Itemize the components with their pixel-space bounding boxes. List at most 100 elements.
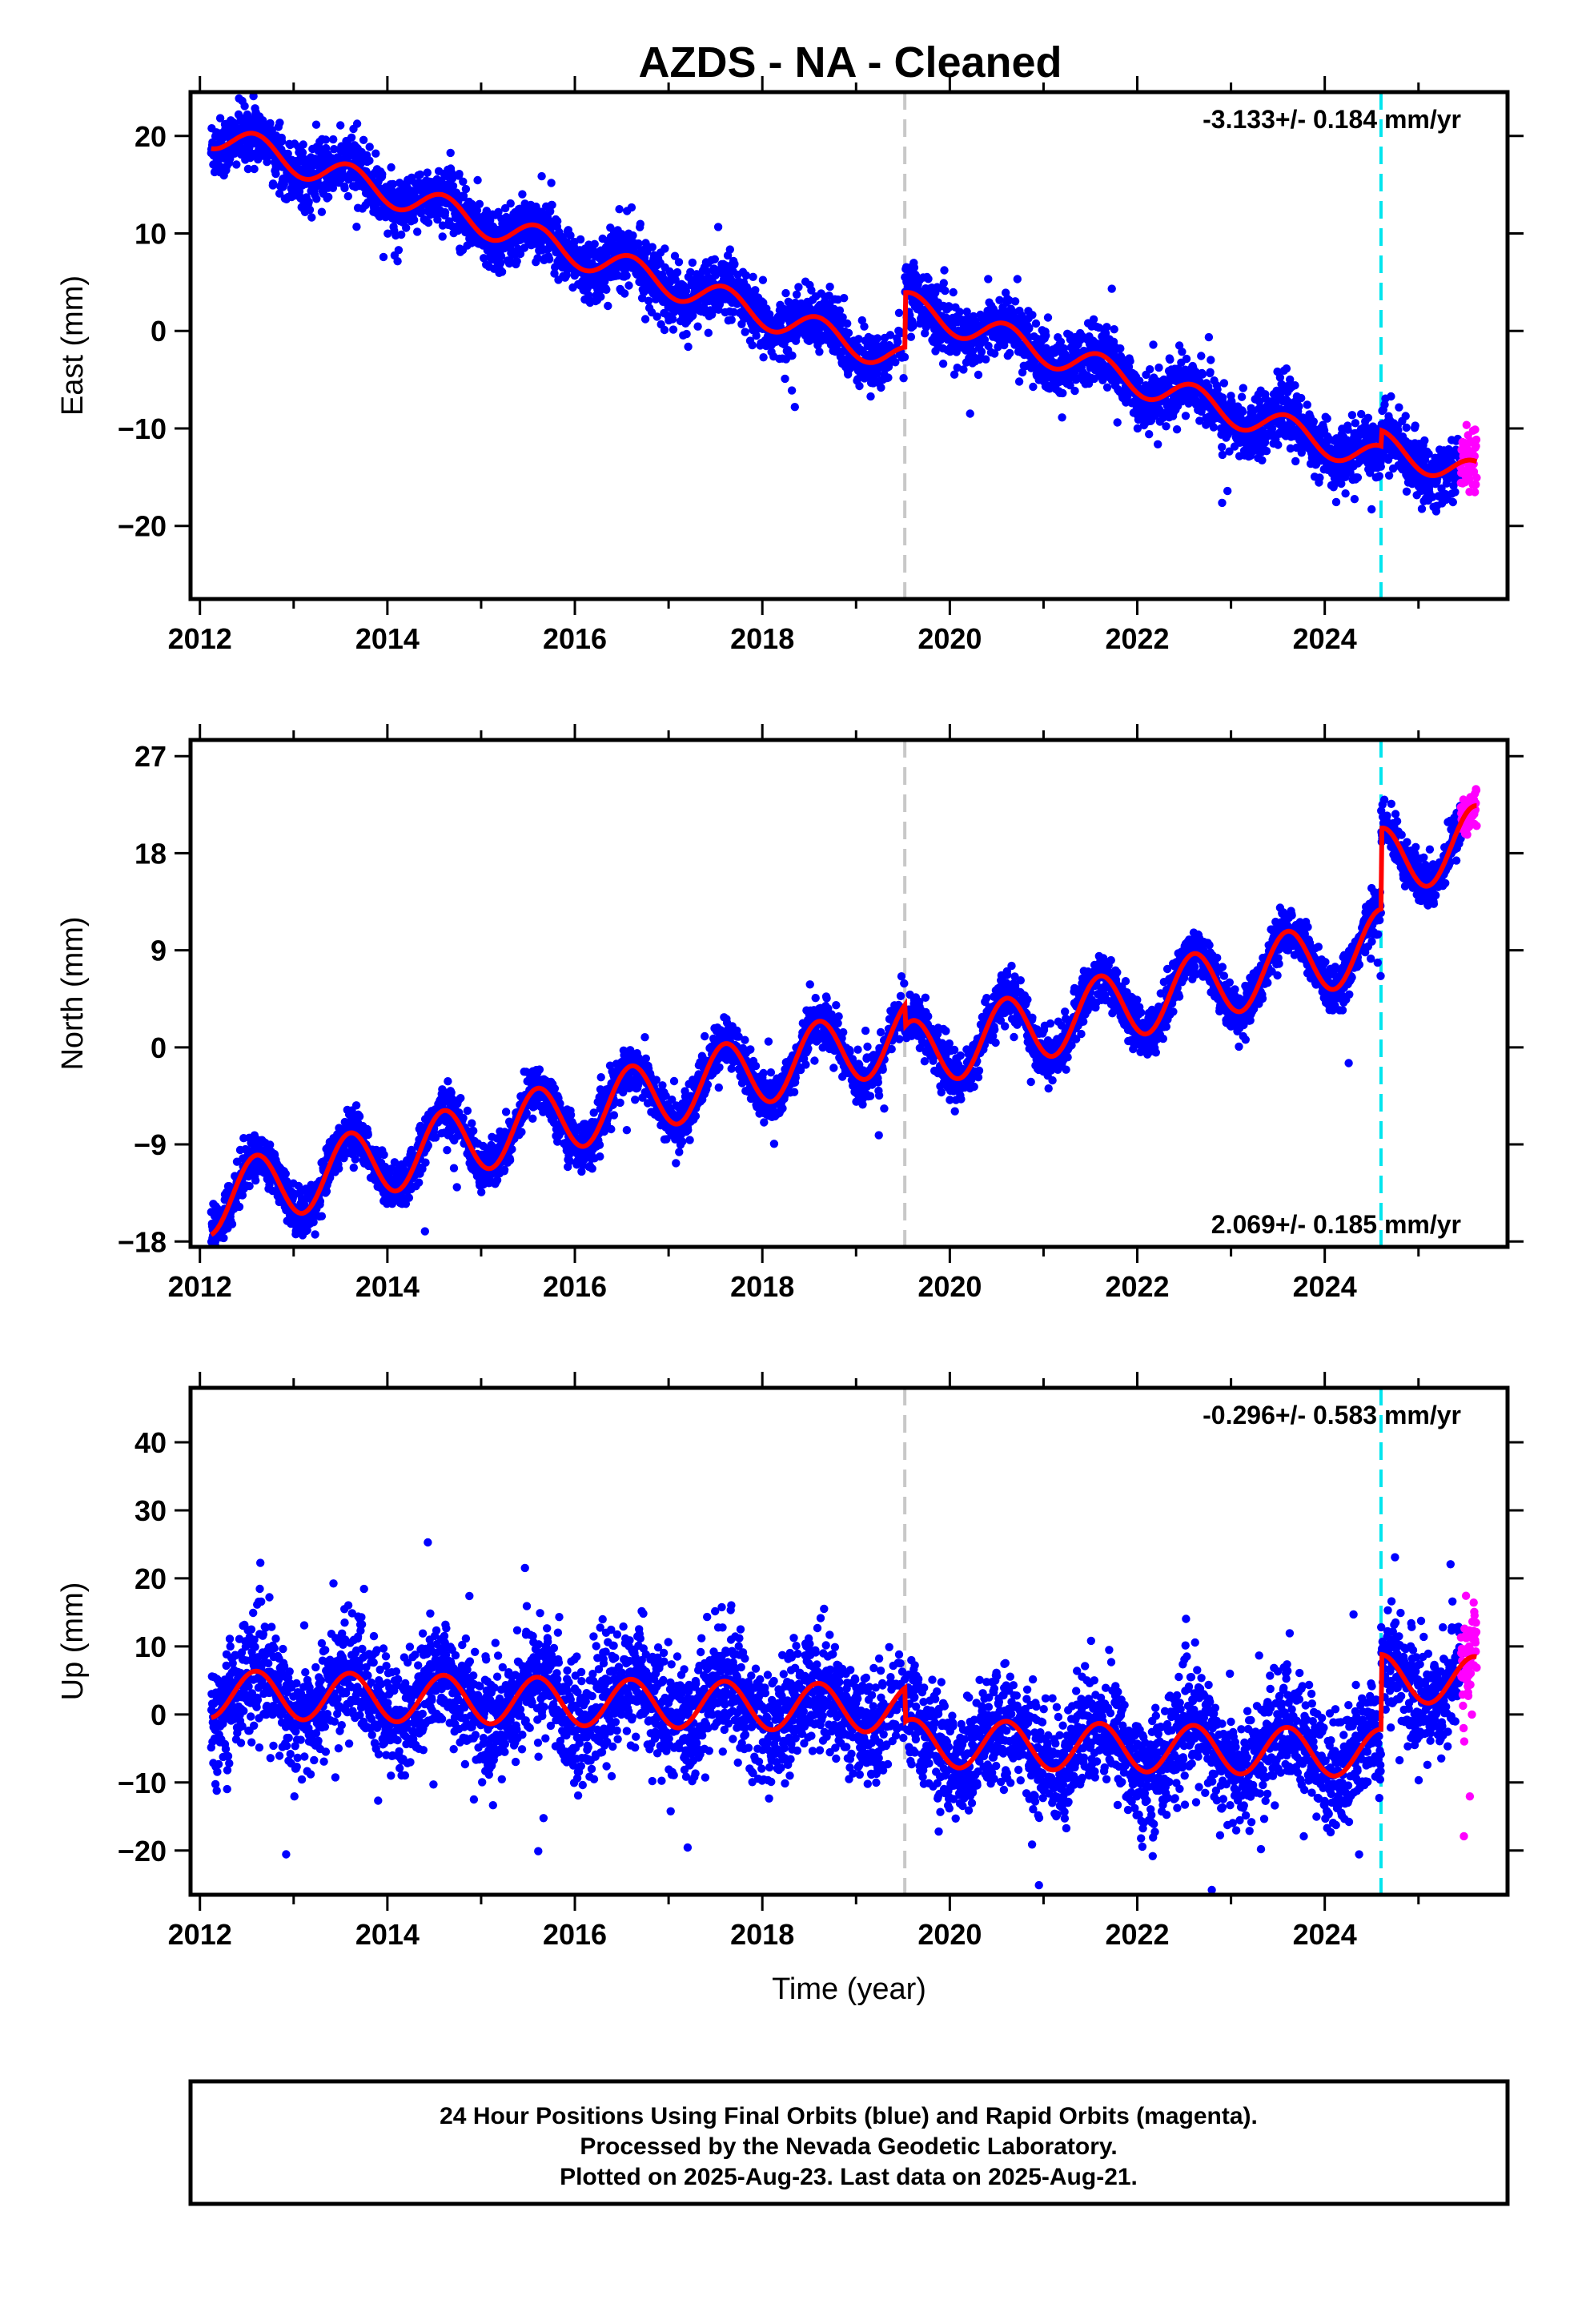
data-point [955,308,964,316]
data-point [838,313,847,322]
data-point [1042,331,1050,340]
data-point [1058,413,1066,422]
data-point [652,312,661,321]
data-point [704,328,713,337]
data-point [1239,384,1248,392]
data-point [693,322,702,331]
data-point [1172,425,1182,434]
data-point [815,348,824,356]
data-point [1031,319,1041,328]
data-point [1238,407,1247,416]
data-point [1218,498,1227,508]
data-point [219,1233,228,1243]
data-point [1291,381,1299,390]
data-point [516,249,525,259]
data-point [636,219,644,228]
data-point [472,206,482,215]
data-point [615,205,624,214]
data-point [1402,487,1411,496]
data-point [496,251,506,261]
y-tick-label: 20 [135,120,167,153]
data-point [1411,421,1419,430]
data-point [900,352,909,362]
data-point [416,170,424,179]
data-point [324,192,333,202]
data-point [660,325,669,335]
data-point [1113,418,1122,427]
data-point [825,282,834,292]
data-point [1110,325,1118,334]
data-point [1303,400,1312,409]
data-point [906,332,916,341]
data-point [275,119,284,127]
data-point [1237,392,1247,401]
data-point [600,277,609,286]
data-point [496,259,505,267]
data-point [1376,462,1386,471]
data-point [1025,324,1034,332]
data-point [980,336,990,344]
data-point [410,215,419,224]
panel-east: 2012 2014 2016 2018 2020 2022 2024−20−1001020E… [56,76,1524,655]
data-point [271,169,280,179]
data-point [1402,423,1411,432]
data-point [500,203,510,213]
data-point [268,179,278,188]
y-tick-label: −20 [118,510,167,543]
data-point [741,328,749,336]
x-tick-label: 2014 [355,622,420,655]
data-point [251,1176,260,1185]
data-point [710,255,719,263]
data-point [547,179,556,187]
data-point [1420,436,1429,445]
data-point [924,275,933,283]
data-point [1341,489,1350,498]
data-point [497,267,507,276]
data-point [550,269,559,278]
data-point [752,332,761,340]
data-point [546,207,555,216]
data-point [790,403,799,412]
data-point [304,197,313,207]
data-point [506,199,515,208]
panels: 2012 2014 2016 2018 2020 2022 2024−20−1001020E… [56,76,1524,2006]
data-point [1204,332,1214,342]
data-point [397,230,406,239]
data-point [408,173,416,182]
data-point [1166,355,1174,364]
data-point [227,1220,237,1228]
data-point [751,286,760,295]
data-point [298,148,307,157]
data-point [250,164,259,174]
data-point [379,252,388,262]
data-point [299,140,307,149]
data-point [939,279,949,287]
data-point [990,349,999,358]
data-point [480,254,488,263]
y-axis-label: East (mm) [56,275,90,416]
data-point [854,335,863,344]
y-tick-label: −10 [118,412,167,445]
data-point [674,258,684,267]
data-point [1198,370,1207,379]
data-point [1384,471,1394,480]
data-point [1219,379,1229,388]
y-tick-label: 0 [151,315,167,348]
x-tick-label: 2020 [917,622,982,655]
data-point [446,148,455,158]
data-point [1058,388,1067,398]
data-point [1471,488,1480,497]
data-point [1282,364,1291,373]
data-point [748,340,757,350]
data-point [1375,472,1384,480]
data-point [566,231,575,240]
data-point [352,119,362,128]
data-point [459,191,468,200]
data-point [1387,392,1395,401]
x-tick-label: 2018 [730,622,794,655]
data-point [686,267,695,276]
data-point [759,353,768,362]
data-point [681,287,691,296]
data-point [1291,456,1300,466]
